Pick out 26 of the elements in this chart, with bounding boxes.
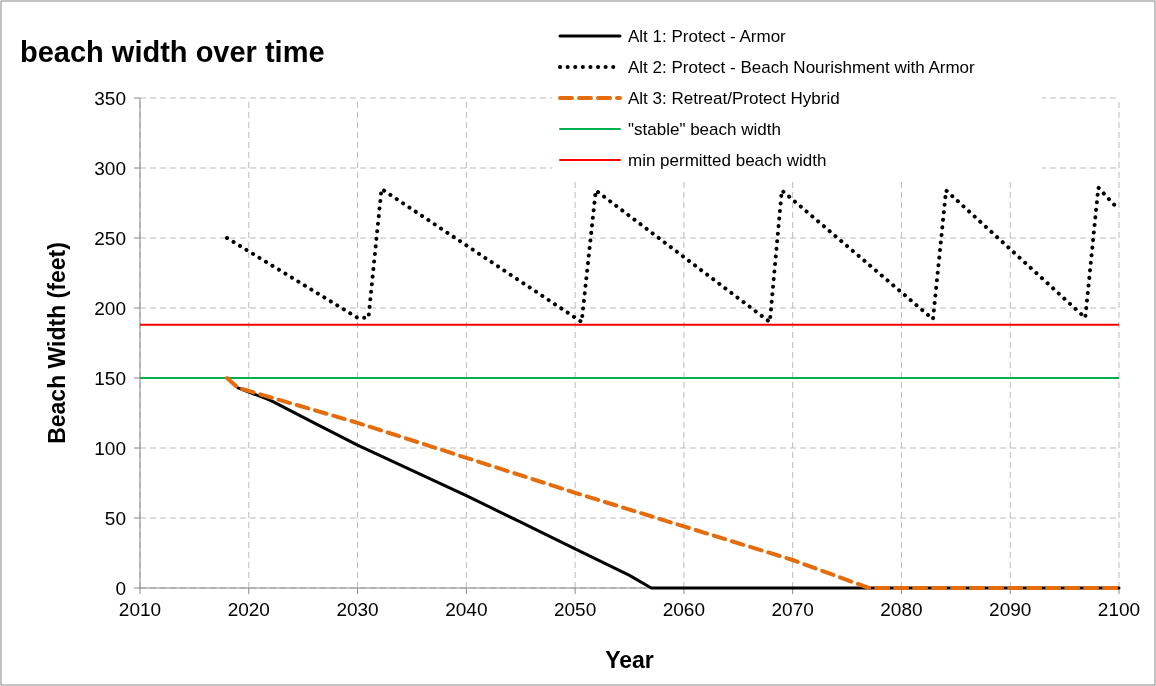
chart-title: beach width over time (20, 36, 325, 68)
legend-label: min permitted beach width (628, 151, 827, 170)
x-tick-label: 2090 (989, 599, 1032, 620)
x-tick-label: 2070 (771, 599, 814, 620)
legend-label: Alt 1: Protect - Armor (628, 27, 787, 46)
x-tick-label: 2100 (1097, 599, 1141, 620)
x-tick-label: 2080 (880, 599, 923, 620)
legend-label: "stable" beach width (628, 120, 781, 139)
x-tick-label: 2060 (662, 599, 706, 620)
y-tick-label: 350 (94, 88, 126, 109)
y-tick-label: 200 (94, 298, 126, 319)
y-tick-label: 100 (94, 438, 126, 459)
y-tick-label: 150 (94, 368, 126, 389)
x-tick-label: 2010 (118, 599, 162, 620)
y-tick-label: 250 (94, 228, 126, 249)
y-tick-label: 300 (94, 158, 126, 179)
x-tick-label: 2020 (227, 599, 270, 620)
legend-label: Alt 2: Protect - Beach Nourishment with Armor (628, 58, 976, 77)
x-tick-label: 2030 (336, 599, 379, 620)
legend-label: Alt 3: Retreat/Protect Hybrid (628, 89, 840, 108)
y-axis-title: Beach Width (feet) (44, 242, 70, 444)
y-tick-label: 50 (104, 508, 126, 529)
y-tick-label: 0 (115, 578, 126, 599)
x-axis-title: Year (605, 647, 654, 673)
x-tick-label: 2040 (445, 599, 488, 620)
x-tick-label: 2050 (553, 599, 597, 620)
